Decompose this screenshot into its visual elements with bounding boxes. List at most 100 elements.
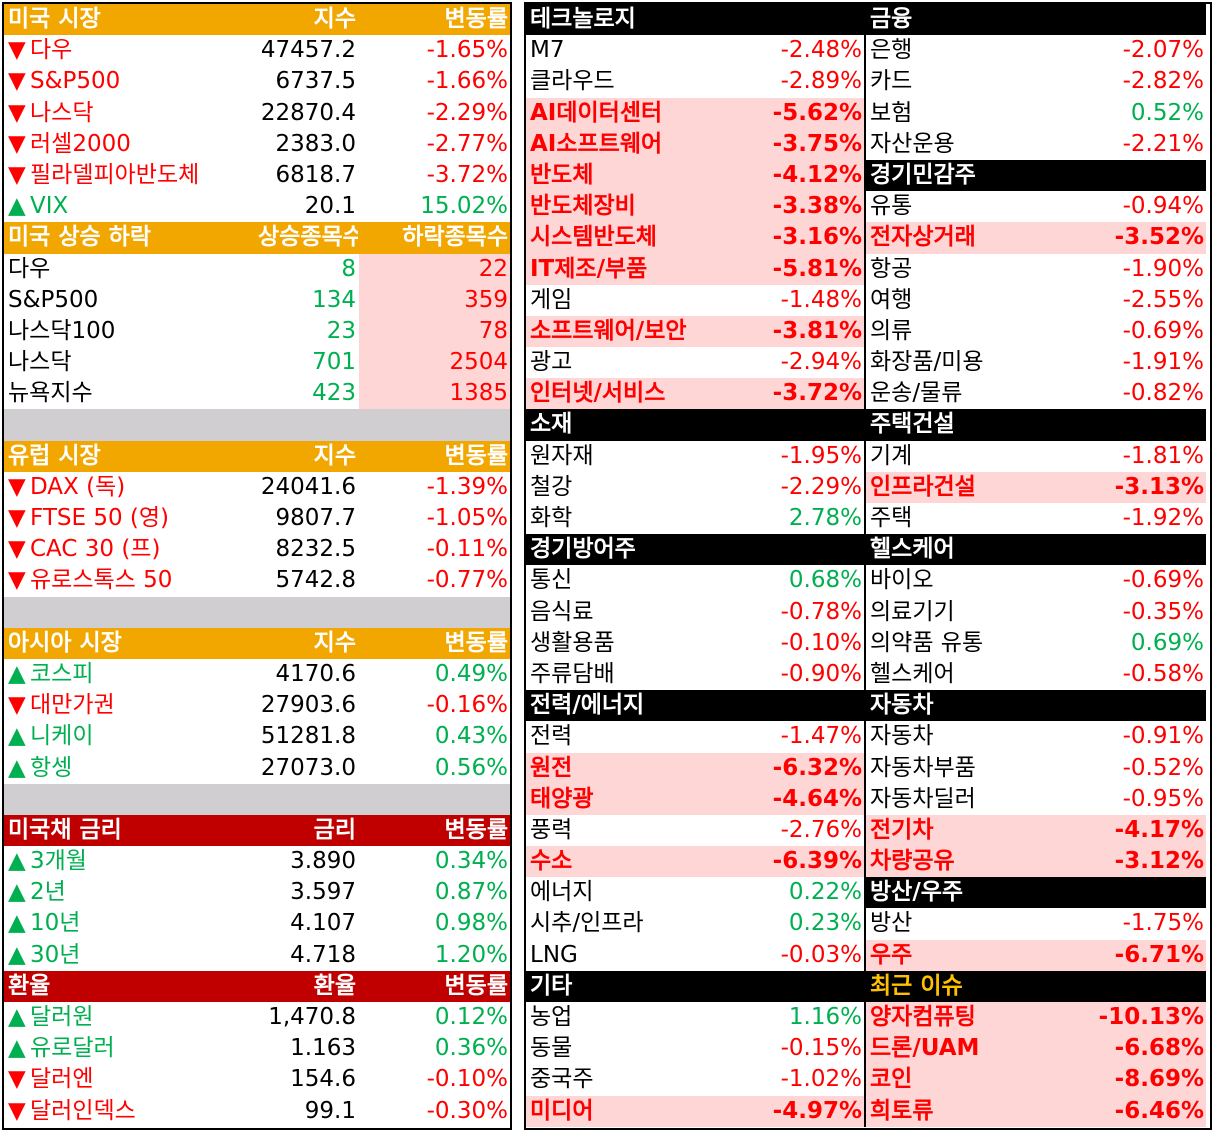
header-label: 아시아 시장 (8, 629, 122, 656)
sector-group-header: 경기민감주 (866, 159, 1206, 192)
market-name-cell: ▼ 달러엔 (8, 1064, 258, 1095)
sector-row: 원전 -6.32% 자동차부품 -0.52% (526, 752, 1210, 784)
sector-cell: 생활용품 -0.10% (526, 627, 866, 659)
market-change: -1.39% (426, 473, 508, 500)
sector-name: 드론/UAM (870, 1035, 980, 1062)
breadth-up-count: 423 (312, 380, 356, 407)
breadth-down-count: 359 (359, 284, 510, 316)
sector-name: 은행 (870, 37, 913, 64)
sector-name: 농업 (530, 1004, 573, 1030)
market-index: 2383.0 (275, 130, 356, 157)
sector-group-header: 방산/우주 (866, 877, 1206, 909)
sector-group-title: 자동차 (870, 692, 934, 719)
sector-change: -0.95% (1122, 785, 1204, 812)
market-name: 코스피 (30, 660, 94, 687)
sector-change: -0.03% (780, 941, 862, 968)
sector-row: 원자재 -1.95% 기계 -1.81% (526, 440, 1210, 472)
sector-change: -3.16% (772, 224, 862, 251)
sector-change: -0.10% (780, 629, 862, 656)
fx-header: 환율 환율 변동률 (4, 970, 510, 1002)
sector-name: 코인 (870, 1066, 913, 1093)
breadth-name: 뉴욕지수 (8, 380, 93, 407)
sector-change: 1.16% (788, 1004, 862, 1030)
market-index: 99.1 (304, 1097, 356, 1124)
sector-cell: 미디어 -4.97% (526, 1095, 866, 1127)
breadth-name: 나스닥100 (8, 317, 116, 344)
sector-change: -1.91% (1122, 349, 1204, 376)
market-row: ▲ 항셍 27073.0 0.56% (4, 753, 510, 784)
down-arrow-icon: ▼ (8, 68, 26, 95)
market-index: 20.1 (304, 193, 356, 220)
sector-cell: 기계 -1.81% (866, 441, 1206, 472)
sector-cell: 시추/인프라 0.23% (526, 908, 866, 940)
sector-name: 미디어 (530, 1097, 594, 1124)
market-index: 22870.4 (260, 99, 356, 126)
header-col2: 변동률 (444, 972, 508, 999)
sector-cell: 항공 -1.90% (866, 254, 1206, 285)
sector-change: -2.48% (780, 37, 862, 64)
sector-change: -0.94% (1122, 193, 1204, 220)
breadth-row: S&P500 134 359 (4, 284, 510, 316)
sector-change: -2.55% (1122, 286, 1204, 313)
market-name: FTSE 50 (영) (30, 505, 170, 531)
sector-name: 철강 (530, 473, 573, 500)
sector-name: 차량공유 (870, 848, 955, 875)
sector-name: 자산운용 (870, 130, 955, 157)
sector-group-title: 테크놀로지 (530, 6, 636, 32)
market-index: 3.597 (290, 879, 356, 906)
sector-change: 0.69% (1130, 629, 1204, 656)
sector-name: 광고 (530, 349, 573, 376)
sector-change: -6.71% (1114, 941, 1204, 968)
market-name-cell: ▲ 2년 (8, 877, 258, 908)
sector-name: 반도체 (530, 161, 594, 188)
sector-name: 방산 (870, 910, 913, 937)
sector-cell: 반도체 -4.12% (526, 159, 866, 192)
sector-cell: 원자재 -1.95% (526, 440, 866, 472)
sector-cell: 철강 -2.29% (526, 471, 866, 503)
market-index: 154.6 (290, 1066, 356, 1093)
sector-change: -4.12% (772, 161, 862, 188)
sector-name: 수소 (530, 848, 573, 875)
market-change: 0.56% (434, 754, 508, 781)
sector-name: IT제조/부품 (530, 255, 648, 282)
market-change: -1.65% (426, 37, 508, 64)
sector-cell: 인터넷/서비스 -3.72% (526, 378, 866, 410)
market-name: 2년 (30, 879, 66, 906)
sector-group-title: 주택건설 (870, 411, 955, 438)
sector-change: -2.29% (780, 473, 862, 500)
sector-cell: 차량공유 -3.12% (866, 846, 1206, 878)
sector-change: -1.47% (780, 723, 862, 750)
market-row: ▼ 나스닥 22870.4 -2.29% (4, 98, 510, 129)
header-col2: 변동률 (444, 816, 508, 843)
sector-name: 시스템반도체 (530, 224, 657, 251)
sector-name: 주류담배 (530, 660, 615, 687)
sector-change: -0.82% (1122, 380, 1204, 407)
sector-name: 운송/물류 (870, 380, 963, 407)
sector-row: 화학 2.78% 주택 -1.92% (526, 503, 1210, 535)
down-arrow-icon: ▼ (8, 130, 26, 157)
sector-cell: 전기차 -4.17% (866, 814, 1206, 847)
market-name: 10년 (30, 910, 81, 937)
asia_market-header: 아시아 시장 지수 변동률 (4, 627, 510, 659)
sector-group-title: 경기방어주 (530, 536, 636, 563)
sector-row: 주류담배 -0.90% 헬스케어 -0.58% (526, 658, 1210, 691)
sector-change: -3.81% (772, 317, 862, 344)
down-arrow-icon: ▼ (8, 99, 26, 126)
sector-cell: 원전 -6.32% (526, 752, 866, 784)
up-arrow-icon: ▲ (8, 848, 26, 875)
sector-change: -4.64% (772, 785, 862, 812)
sector-group-header: 헬스케어 (866, 534, 1206, 566)
sector-group-header: 테크놀로지 (526, 4, 866, 36)
header-col2: 변동률 (444, 6, 508, 32)
sector-cell: 여행 -2.55% (866, 285, 1206, 316)
market-change: -3.72% (426, 161, 508, 188)
market-index: 5742.8 (275, 567, 356, 594)
market-index: 8232.5 (275, 536, 356, 563)
sector-row: 통신 0.68% 바이오 -0.69% (526, 565, 1210, 597)
sector-change: -1.90% (1122, 255, 1204, 282)
sector-name: 원전 (530, 754, 573, 781)
down-arrow-icon: ▼ (8, 567, 26, 594)
down-arrow-icon: ▼ (8, 1097, 26, 1124)
sector-change: -3.72% (772, 380, 862, 407)
sector-name: 소프트웨어/보안 (530, 317, 687, 344)
